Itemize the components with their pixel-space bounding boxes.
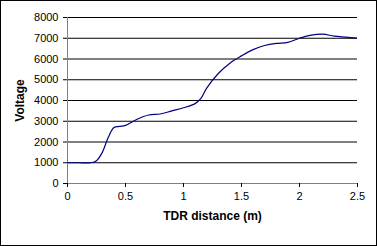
svg-text:5000: 5000 xyxy=(34,73,58,85)
svg-text:1000: 1000 xyxy=(34,156,58,168)
svg-text:2000: 2000 xyxy=(34,136,58,148)
svg-text:1.5: 1.5 xyxy=(234,190,249,202)
svg-text:6000: 6000 xyxy=(34,53,58,65)
svg-text:3000: 3000 xyxy=(34,115,58,127)
svg-text:8000: 8000 xyxy=(34,11,58,23)
svg-text:Voltage: Voltage xyxy=(13,79,27,122)
svg-text:TDR distance (m): TDR distance (m) xyxy=(163,209,262,223)
svg-text:0: 0 xyxy=(52,177,58,189)
svg-text:2: 2 xyxy=(296,190,302,202)
svg-text:4000: 4000 xyxy=(34,94,58,106)
svg-text:1: 1 xyxy=(180,190,186,202)
svg-text:2.5: 2.5 xyxy=(350,190,365,202)
svg-text:0.5: 0.5 xyxy=(118,190,133,202)
svg-text:0: 0 xyxy=(64,190,70,202)
svg-text:7000: 7000 xyxy=(34,32,58,44)
